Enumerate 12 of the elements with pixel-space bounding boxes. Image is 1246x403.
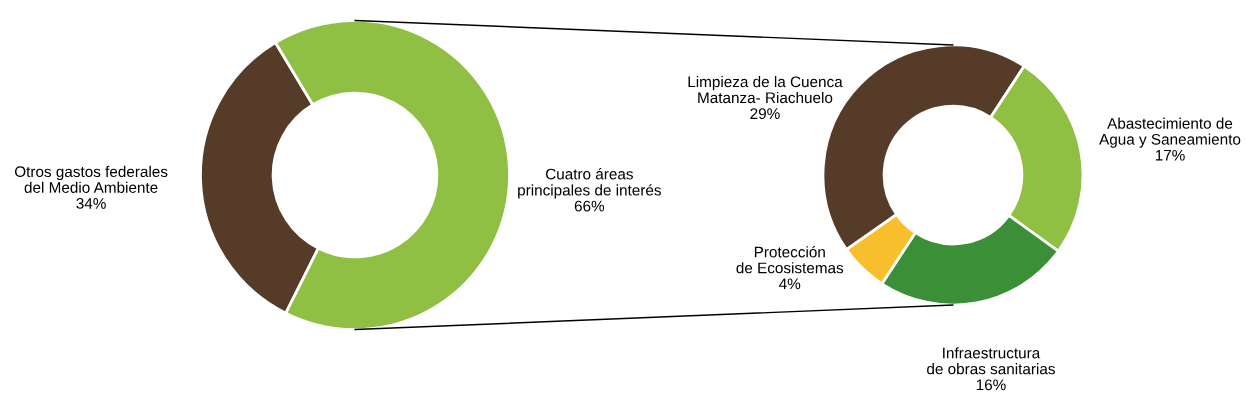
data-label: 34% — [76, 198, 106, 209]
slice-label: Otros gastos federales del Medio Ambiente — [14, 165, 168, 193]
slice-label: Cuatro áreas principales de interés — [518, 168, 661, 199]
data-label: 17% — [1155, 149, 1185, 161]
data-label: 4% — [779, 278, 801, 290]
data-label: 66% — [574, 200, 605, 212]
data-label: 29% — [750, 108, 780, 120]
slice-label: Abastecimiento de Agua y Saneamiento — [1099, 117, 1241, 148]
slice-label: Infraestructura de obras sanitarias — [927, 347, 1055, 375]
slice-label: Limpieza de la Cuenca Matanza- Riachuelo — [688, 76, 843, 104]
slice-label: Protección de Ecosistemas — [736, 246, 844, 274]
data-label: 16% — [976, 379, 1006, 391]
